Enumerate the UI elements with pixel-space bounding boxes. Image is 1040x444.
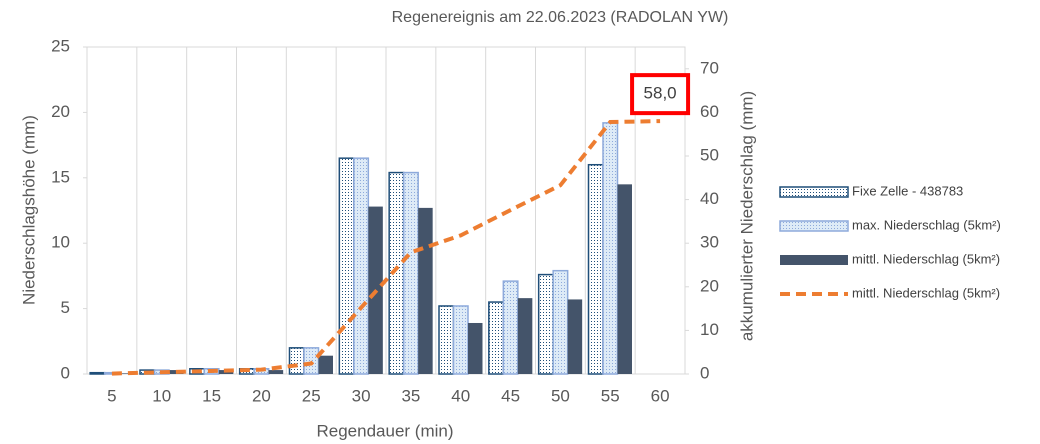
bar bbox=[468, 322, 483, 374]
x-tick-label: 15 bbox=[202, 386, 221, 405]
bar bbox=[452, 305, 469, 375]
bar bbox=[338, 157, 355, 375]
bar bbox=[567, 299, 583, 374]
chart-title: Regenereignis am 22.06.2023 (RADOLAN YW) bbox=[392, 9, 729, 26]
bar bbox=[418, 207, 433, 374]
bar bbox=[353, 157, 370, 375]
bar bbox=[402, 171, 419, 375]
x-tick-label: 40 bbox=[451, 386, 470, 405]
legend-swatch bbox=[779, 220, 849, 232]
y-tick-label: 0 bbox=[61, 363, 70, 382]
x-tick-label: 30 bbox=[352, 386, 371, 405]
bar bbox=[517, 298, 533, 374]
bar bbox=[318, 355, 333, 374]
x-tick-label: 55 bbox=[601, 386, 620, 405]
y2-tick-label: 70 bbox=[700, 58, 719, 77]
y-tick-label: 10 bbox=[51, 233, 70, 252]
legend-label: max. Niederschlag (5km²) bbox=[852, 217, 1001, 232]
x-axis-title: Regendauer (min) bbox=[316, 421, 453, 440]
annotation: 58,0 bbox=[644, 84, 677, 103]
bar bbox=[537, 273, 554, 375]
bar bbox=[288, 347, 305, 375]
y2-tick-label: 10 bbox=[700, 320, 719, 339]
legend-label: mittl. Niederschlag (5km²) bbox=[852, 251, 1000, 266]
x-tick-label: 10 bbox=[152, 386, 171, 405]
bar bbox=[602, 122, 619, 375]
y2-axis-title: akkumulierter Niederschlag (mm) bbox=[737, 91, 756, 341]
y-tick-label: 5 bbox=[61, 298, 70, 317]
y2-tick-label: 0 bbox=[700, 363, 709, 382]
legend-label: Fixe Zelle - 438783 bbox=[852, 183, 963, 198]
y2-tick-label: 20 bbox=[700, 276, 719, 295]
y-tick-label: 20 bbox=[51, 102, 70, 121]
x-tick-label: 60 bbox=[651, 386, 670, 405]
x-tick-label: 35 bbox=[401, 386, 420, 405]
bar bbox=[89, 371, 106, 375]
bar bbox=[502, 280, 519, 375]
legend-swatch bbox=[780, 255, 848, 265]
x-tick-label: 50 bbox=[551, 386, 570, 405]
line bbox=[111, 119, 661, 376]
y-tick-label: 25 bbox=[51, 36, 70, 55]
bar bbox=[488, 301, 505, 375]
legend-swatch bbox=[779, 186, 849, 198]
x-tick-label: 45 bbox=[501, 386, 520, 405]
y2-tick-label: 50 bbox=[700, 145, 719, 164]
bar bbox=[617, 184, 632, 374]
bar bbox=[438, 305, 455, 375]
y-axis-title: Niederschlagshöhe (mm) bbox=[19, 115, 38, 305]
x-tick-label: 25 bbox=[302, 386, 321, 405]
bar bbox=[119, 373, 134, 374]
bar bbox=[552, 269, 569, 375]
y2-tick-label: 60 bbox=[700, 102, 719, 121]
y-tick-label: 15 bbox=[51, 167, 70, 186]
y2-tick-label: 40 bbox=[700, 189, 719, 208]
bar bbox=[587, 163, 604, 375]
x-tick-label: 5 bbox=[107, 386, 116, 405]
legend-label: mittl. Niederschlag (5km²) bbox=[852, 285, 1000, 300]
x-tick-label: 20 bbox=[252, 386, 271, 405]
y2-tick-label: 30 bbox=[700, 233, 719, 252]
bar bbox=[268, 370, 284, 374]
annotation-box bbox=[630, 73, 691, 116]
